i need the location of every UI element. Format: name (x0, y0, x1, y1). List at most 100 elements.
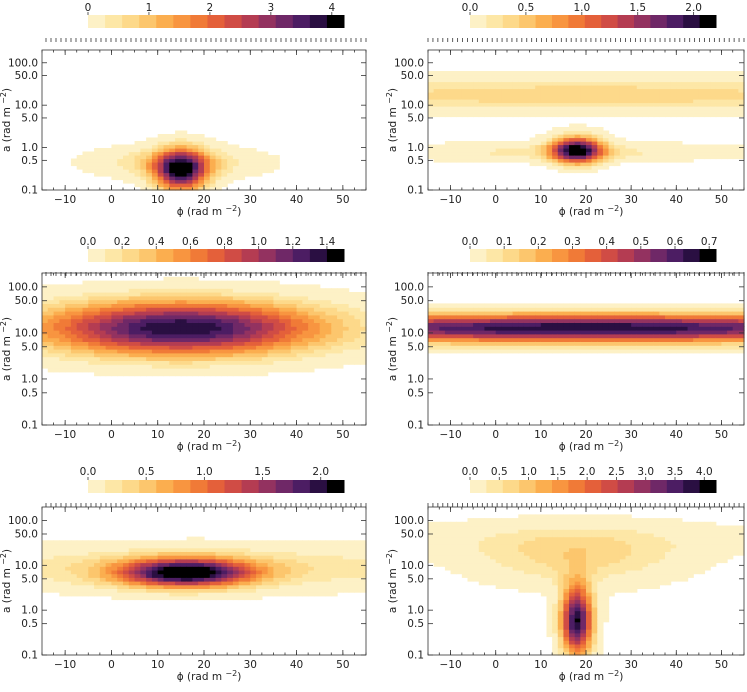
heatmap-cell (180, 345, 188, 350)
heatmap-cell (732, 151, 739, 156)
heatmap-cell (256, 584, 263, 589)
heatmap-cell (82, 349, 89, 354)
heatmap-cell (117, 158, 124, 163)
heatmap-cell (53, 326, 60, 331)
heatmap-cell (518, 78, 525, 83)
heatmap-cell (648, 318, 655, 323)
heatmap-cell (88, 151, 95, 156)
heatmap-cell (163, 562, 170, 567)
heatmap-cell (273, 337, 280, 342)
heatmap-cell (676, 333, 683, 339)
heatmap-cell (721, 341, 728, 346)
heatmap-cell (94, 151, 101, 156)
heatmap-cell (495, 318, 502, 323)
heatmap-cell (65, 577, 72, 582)
heatmap-cell (238, 360, 246, 365)
heatmap-cell (88, 314, 95, 320)
heatmap-cell (687, 303, 694, 308)
heatmap-cell (134, 558, 141, 564)
heatmap-cell (290, 330, 298, 335)
heatmap-cell (552, 99, 559, 104)
heatmap-cell (444, 345, 452, 350)
heatmap-cell (134, 165, 141, 170)
heatmap-cell (727, 322, 734, 327)
heatmap-cell (192, 569, 199, 575)
heatmap-cell (490, 326, 497, 331)
heatmap-cell (244, 307, 251, 312)
heatmap-cell (186, 280, 194, 285)
heatmap-cell (70, 368, 78, 373)
heatmap-cell (670, 141, 677, 146)
heatmap-cell (59, 307, 66, 312)
heatmap-cell (169, 592, 176, 597)
heatmap-cell (552, 141, 559, 146)
heatmap-cell (285, 303, 292, 308)
heatmap-cell (665, 78, 672, 83)
chart-panel-5: −10 0 10 20 30 40 500.10.51.05.010.050.0100.0ϕ… (0, 506, 367, 683)
heatmap-cell (146, 295, 153, 301)
heatmap-cell (721, 95, 728, 100)
heatmap-cell (467, 81, 474, 86)
heatmap-cell (59, 569, 66, 575)
heatmap-cell (209, 144, 217, 149)
heatmap-cell (653, 349, 660, 354)
heatmap-cell (94, 352, 101, 358)
heatmap-cell (665, 148, 672, 153)
heatmap-cell (175, 141, 182, 146)
heatmap-cell (70, 573, 78, 578)
heatmap-cell (105, 371, 113, 377)
heatmap-cell (586, 326, 593, 331)
heatmap-cell (461, 314, 469, 320)
heatmap-cell (59, 345, 66, 350)
heatmap-cell (659, 158, 666, 163)
heatmap-cell (59, 326, 66, 331)
heatmap-cell (636, 81, 644, 86)
heatmap-cell (428, 349, 435, 354)
heatmap-cell (186, 555, 194, 560)
heatmap-cell (227, 562, 234, 567)
heatmap-cell (186, 141, 194, 146)
heatmap-cell (495, 314, 502, 320)
heatmap-cell (82, 368, 89, 373)
heatmap-cell (209, 330, 217, 335)
heatmap-cell (461, 92, 469, 97)
heatmap-cell (227, 284, 234, 289)
heatmap-cell (704, 95, 711, 100)
heatmap-cell (186, 551, 194, 556)
heatmap-cell (456, 92, 463, 97)
heatmap-cell (232, 333, 240, 339)
heatmap-cell (625, 106, 632, 111)
heatmap-cell (59, 295, 66, 301)
heatmap-cell (163, 314, 170, 320)
heatmap-cell (495, 158, 502, 163)
heatmap-cell (232, 540, 240, 545)
heatmap-cell (198, 299, 205, 304)
heatmap-cell (461, 99, 469, 104)
heatmap-cell (586, 81, 593, 86)
heatmap-cell (285, 368, 292, 373)
heatmap-cell (563, 109, 570, 114)
heatmap-cell (105, 581, 113, 586)
heatmap-cell (157, 337, 165, 342)
heatmap-cell (546, 74, 553, 79)
heatmap-cell (105, 158, 113, 163)
heatmap-cell (608, 95, 615, 100)
x-tick-label: 10 (151, 194, 164, 206)
y-tick-label: 0.1 (407, 185, 424, 197)
heatmap-cell (134, 311, 141, 316)
heatmap-cell (687, 318, 694, 323)
heatmap-cell (507, 158, 514, 163)
heatmap-cell (569, 78, 576, 83)
heatmap-cell (123, 356, 130, 361)
heatmap-cell (169, 165, 176, 170)
heatmap-cell (546, 148, 553, 153)
heatmap-cell (546, 95, 553, 100)
heatmap-cell (681, 307, 689, 312)
heatmap-cell (665, 102, 672, 107)
heatmap-cell (192, 172, 199, 177)
heatmap-cell (602, 71, 610, 76)
heatmap-cell (614, 303, 621, 308)
heatmap-cell (495, 85, 502, 90)
heatmap-cell (563, 311, 570, 316)
heatmap-cell (535, 88, 542, 93)
